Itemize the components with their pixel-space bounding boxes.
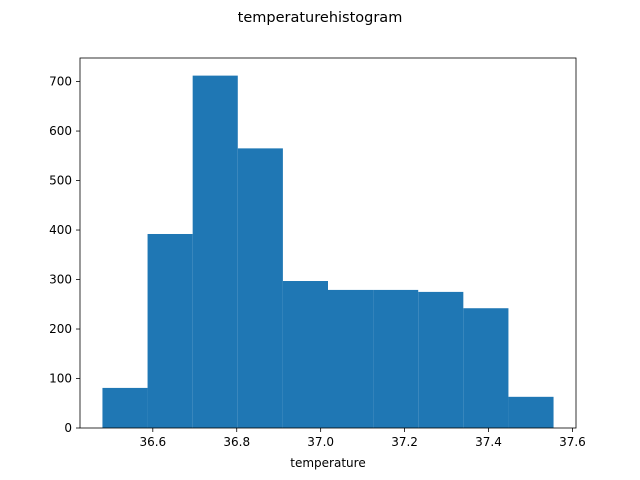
y-tick-label: 400 — [49, 223, 72, 237]
histogram-bar — [147, 233, 193, 428]
y-tick-label: 200 — [49, 322, 72, 336]
x-tick-label: 37.4 — [475, 435, 502, 449]
y-tick-label: 600 — [49, 124, 72, 138]
histogram-bar — [463, 308, 509, 428]
x-tick-label: 37.2 — [391, 435, 418, 449]
x-axis: 36.6 36.8 37.0 37.2 37.4 37.6 — [139, 428, 586, 449]
histogram-bar — [508, 396, 554, 428]
x-tick-label: 36.8 — [223, 435, 250, 449]
y-tick-label: 100 — [49, 372, 72, 386]
histogram-bar — [282, 281, 328, 428]
y-tick-label: 0 — [64, 421, 72, 435]
plot-area: 36.6 36.8 37.0 37.2 37.4 37.6 0 100 200 300 400 50… — [49, 57, 586, 449]
x-tick-label: 37.0 — [307, 435, 334, 449]
histogram-bar — [328, 289, 374, 428]
chart-title: temperaturehistogram — [238, 10, 403, 26]
x-tick-label: 36.6 — [139, 435, 166, 449]
histogram-bar — [373, 289, 419, 428]
plot-frame — [79, 57, 577, 429]
histogram-bar — [418, 291, 464, 428]
y-tick-label: 700 — [49, 75, 72, 89]
histogram-bars — [102, 75, 554, 428]
x-tick-label: 37.6 — [559, 435, 586, 449]
histogram-bar — [102, 387, 148, 428]
histogram-bar — [237, 148, 283, 428]
x-axis-label: temperature — [290, 456, 365, 470]
y-tick-label: 300 — [49, 273, 72, 287]
histogram-bar — [192, 75, 238, 428]
y-tick-label: 500 — [49, 174, 72, 188]
y-axis: 0 100 200 300 400 500 600 700 — [49, 75, 80, 435]
